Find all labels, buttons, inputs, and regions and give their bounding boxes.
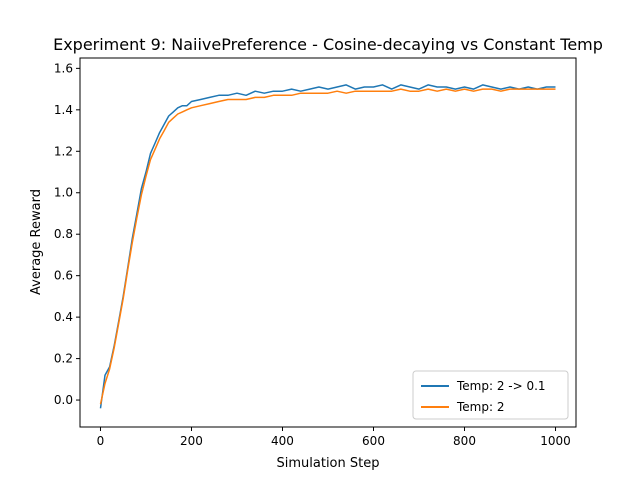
y-tick-label: 0.4 — [54, 310, 73, 324]
legend-label-2: Temp: 2 — [456, 400, 504, 414]
y-tick-label: 1.0 — [54, 186, 73, 200]
y-tick-label: 0.6 — [54, 269, 73, 283]
y-tick-label: 0.0 — [54, 393, 73, 407]
legend: Temp: 2 -> 0.1 Temp: 2 — [412, 370, 569, 420]
plot-area — [99, 84, 556, 409]
y-tick-label: 1.4 — [54, 103, 73, 117]
x-tick-label: 600 — [362, 434, 385, 448]
y-tick-label: 0.2 — [54, 352, 73, 366]
chart-title: Experiment 9: NaiivePreference - Cosine-… — [53, 35, 603, 54]
x-axis-label: Simulation Step — [277, 456, 380, 471]
y-tick-label: 1.2 — [54, 144, 73, 158]
y-axis-label: Average Reward — [29, 189, 44, 295]
axes: 0 200 400 600 800 1000 0.0 0.2 0.4 0.6 0.8 1.0 1.2 1.… — [54, 57, 577, 448]
axes-frame — [79, 57, 577, 428]
legend-label-1: Temp: 2 -> 0.1 — [456, 379, 546, 393]
legend-box — [412, 370, 569, 420]
x-tick-label: 400 — [271, 434, 294, 448]
x-tick-label: 1000 — [540, 434, 571, 448]
x-tick-label: 800 — [453, 434, 476, 448]
y-tick-label: 0.8 — [54, 227, 73, 241]
x-tick-label: 0 — [97, 434, 105, 448]
y-tick-label: 1.6 — [54, 61, 73, 75]
x-tick-label: 200 — [180, 434, 203, 448]
series-line-1 — [99, 84, 556, 409]
series-line-2 — [99, 88, 556, 405]
